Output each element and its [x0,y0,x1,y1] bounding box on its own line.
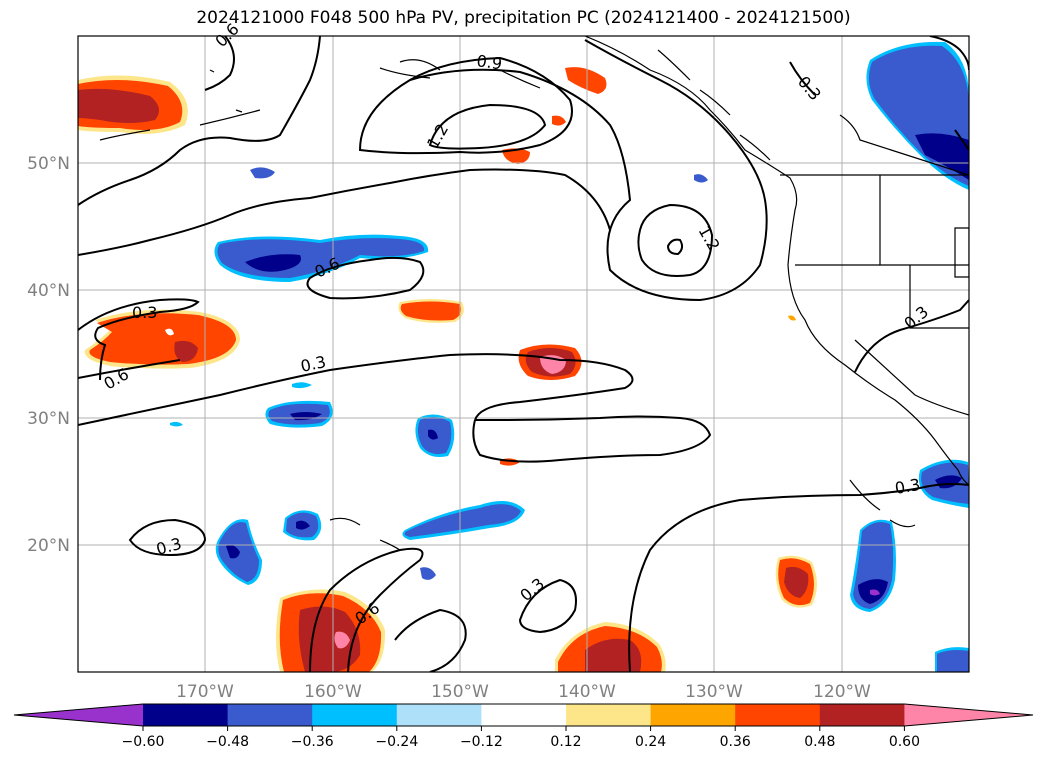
colorbar-tick-label: 0.36 [720,734,751,750]
colorbar-segment [481,704,567,726]
lon-label-150w: 150°W [431,682,489,702]
map-title: 2024121000 F048 500 hPa PV, precipitatio… [196,8,851,28]
colorbar-extend-min [14,704,143,726]
lat-label-20n: 20°N [27,536,70,556]
contour-label: 0.3 [893,475,921,498]
lat-label-50n: 50°N [27,154,70,174]
colorbar-tick-label: −0.48 [206,734,249,750]
colorbar-tick-label: 0.60 [889,734,920,750]
lat-label-30n: 30°N [27,409,70,429]
contour-label: 0.3 [132,303,157,322]
colorbar-tick-label: −0.36 [291,734,334,750]
latitude-labels: 50°N 40°N 30°N 20°N [27,154,70,556]
lon-label-160w: 160°W [304,682,362,702]
colorbar-segment [735,704,821,726]
contour-label: 0.3 [299,352,328,376]
precip-negative [170,41,969,672]
colorbar-tick-label: −0.24 [375,734,418,750]
colorbar-segment [566,704,652,726]
colorbar-segment [227,704,313,726]
colorbar-tick-label: −0.12 [460,734,503,750]
colorbar-tick-label: −0.60 [122,734,165,750]
lat-label-40n: 40°N [27,281,70,301]
colorbar-extend-max [904,704,1033,726]
colorbar-tick-label: 0.48 [804,734,835,750]
colorbar-segment [312,704,398,726]
contour-label: 0.3 [516,574,548,605]
colorbar-segment [143,704,229,726]
colorbar: −0.60 −0.48 −0.36 −0.24 −0.12 0.12 0.24 0.36 0.4… [13,703,1034,750]
contour-label: 1.2 [695,223,724,255]
colorbar-segment [650,704,736,726]
contour-label: 0.9 [475,51,503,73]
map-frame [77,35,970,673]
longitude-labels: 170°W 160°W 150°W 140°W 130°W 120°W [176,682,871,702]
precip-positive [78,67,817,672]
colorbar-tick-label: 0.24 [635,734,666,750]
lon-label-130w: 130°W [685,682,743,702]
colorbar-segment [819,704,905,726]
colorbar-segment [396,704,482,726]
precip-shading [78,41,969,672]
lon-label-120w: 120°W [813,682,871,702]
contour-label: 0.6 [211,19,242,50]
pv-contours [78,36,969,672]
colorbar-tick-label: 0.12 [550,734,581,750]
lon-label-140w: 140°W [558,682,616,702]
lon-label-170w: 170°W [176,682,234,702]
coastlines [99,36,969,551]
contour-label: 1.2 [423,120,452,152]
